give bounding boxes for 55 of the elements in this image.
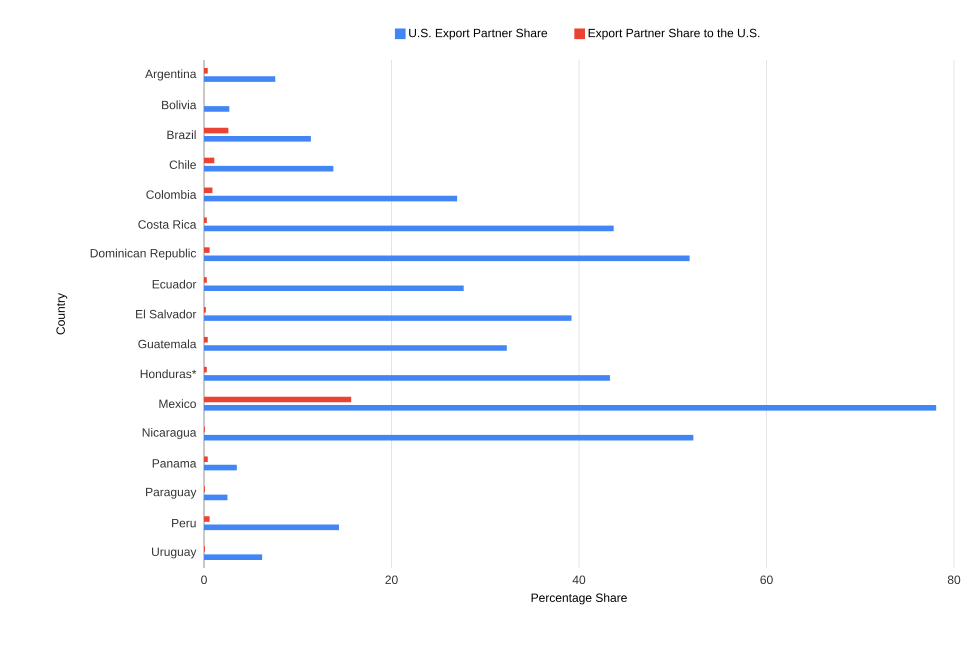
x-tick-label: 60 xyxy=(760,576,773,584)
y-tick-label: Panama xyxy=(152,459,196,468)
bar xyxy=(204,434,694,440)
bar xyxy=(204,404,936,411)
bar xyxy=(204,158,214,164)
bar xyxy=(204,106,230,112)
bar xyxy=(204,188,212,194)
y-tick-label: Nicaragua xyxy=(142,428,196,440)
bar xyxy=(204,494,228,500)
y-tick-label: Honduras* xyxy=(140,369,196,378)
bar xyxy=(204,336,208,343)
bar xyxy=(204,217,207,224)
y-tick-label: El Salvador xyxy=(136,310,196,318)
bar xyxy=(204,247,210,253)
y-tick-label: Paraguay xyxy=(146,488,196,499)
bar xyxy=(204,366,207,372)
bar xyxy=(204,196,458,202)
y-tick-label: Brazil xyxy=(167,130,196,140)
bar xyxy=(204,277,207,283)
x-tick-label: 80 xyxy=(948,576,960,584)
y-tick-label: Guatemala xyxy=(138,339,196,348)
x-tick-label: 40 xyxy=(572,576,586,584)
y-tick-label: Ecuador xyxy=(152,280,196,289)
y-tick-label: Chile xyxy=(170,160,196,169)
bar xyxy=(204,226,614,232)
x-tick-label: 0 xyxy=(201,576,207,584)
y-tick-label: Mexico xyxy=(159,399,196,408)
bar xyxy=(204,256,690,262)
legend-label: Export Partner Share to the U.S. xyxy=(588,28,760,40)
y-tick-label: Dominican Republic xyxy=(90,248,196,260)
bar xyxy=(204,345,507,351)
bar xyxy=(204,456,208,462)
x-tick-label: 20 xyxy=(385,576,398,584)
bar xyxy=(204,315,572,321)
bar xyxy=(204,76,276,82)
y-tick-label: Uruguay xyxy=(152,548,196,558)
bar xyxy=(204,524,340,530)
y-tick-label: Colombia xyxy=(146,190,196,199)
bar xyxy=(204,128,228,134)
bar xyxy=(204,375,610,381)
bar xyxy=(204,136,311,142)
y-axis-title: Country xyxy=(56,293,68,334)
bar xyxy=(204,396,352,402)
y-tick-label: Argentina xyxy=(145,69,196,81)
x-axis-title: Percentage Share xyxy=(532,593,627,604)
bar xyxy=(204,68,208,74)
bar xyxy=(204,285,464,292)
bar xyxy=(204,516,210,522)
bar xyxy=(204,166,334,172)
legend-label: U.S. Export Partner Share xyxy=(409,28,548,40)
bar xyxy=(204,464,237,470)
y-tick-label: Costa Rica xyxy=(138,220,196,229)
y-tick-label: Bolivia xyxy=(162,100,196,110)
y-tick-label: Peru xyxy=(172,518,196,528)
bar xyxy=(204,554,262,560)
